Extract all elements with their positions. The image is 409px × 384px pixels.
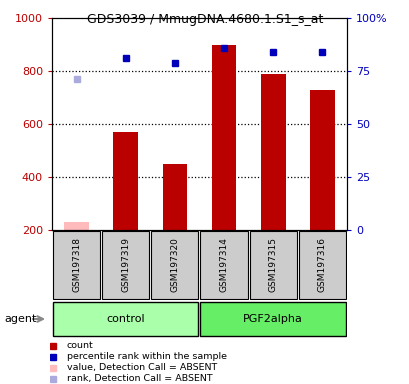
Bar <box>64 222 89 230</box>
Bar <box>298 232 345 299</box>
Text: agent: agent <box>4 314 36 324</box>
Text: GSM197316: GSM197316 <box>317 237 326 293</box>
Text: count: count <box>67 341 94 350</box>
Text: percentile rank within the sample: percentile rank within the sample <box>67 352 227 361</box>
Bar <box>260 74 285 230</box>
Bar <box>200 232 247 299</box>
Bar <box>151 232 198 299</box>
Bar <box>309 89 334 230</box>
Text: PGF2alpha: PGF2alpha <box>243 314 302 324</box>
Bar <box>102 232 149 299</box>
Bar <box>211 45 236 230</box>
Text: GSM197318: GSM197318 <box>72 237 81 293</box>
Text: GSM197319: GSM197319 <box>121 237 130 293</box>
Text: GSM197315: GSM197315 <box>268 237 277 293</box>
Bar <box>113 132 138 230</box>
Text: GSM197320: GSM197320 <box>170 238 179 293</box>
Bar <box>53 232 100 299</box>
Text: value, Detection Call = ABSENT: value, Detection Call = ABSENT <box>67 363 217 372</box>
Bar <box>162 164 187 230</box>
Text: GDS3039 / MmugDNA.4680.1.S1_s_at: GDS3039 / MmugDNA.4680.1.S1_s_at <box>87 13 322 26</box>
Bar <box>53 302 198 336</box>
Text: control: control <box>106 314 145 324</box>
Text: GSM197314: GSM197314 <box>219 238 228 293</box>
Bar <box>249 232 296 299</box>
Text: rank, Detection Call = ABSENT: rank, Detection Call = ABSENT <box>67 374 212 383</box>
Bar <box>200 302 345 336</box>
